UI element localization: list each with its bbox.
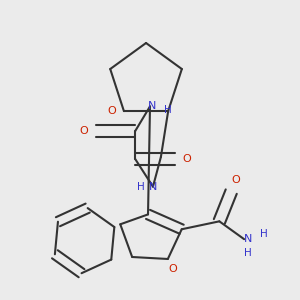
Text: H: H xyxy=(137,182,145,192)
Text: N: N xyxy=(148,101,156,111)
Text: O: O xyxy=(108,106,116,116)
Text: N: N xyxy=(149,182,157,192)
Text: N: N xyxy=(244,234,252,244)
Text: H: H xyxy=(260,229,268,239)
Text: O: O xyxy=(168,264,177,274)
Text: H: H xyxy=(244,248,252,258)
Text: O: O xyxy=(232,175,241,185)
Text: O: O xyxy=(182,154,191,164)
Text: H: H xyxy=(164,105,172,116)
Text: O: O xyxy=(79,126,88,136)
